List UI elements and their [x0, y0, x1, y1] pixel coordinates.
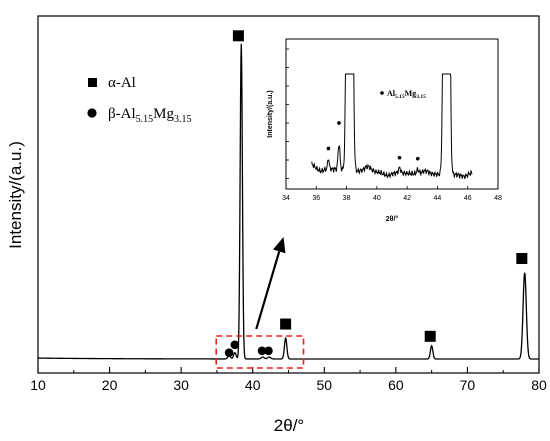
main-x-tick-label: 80 [531, 377, 547, 393]
main-x-tick-label: 60 [388, 377, 404, 393]
legend-circle-marker [87, 108, 97, 118]
inset-x-label: 2θ/° [386, 215, 399, 223]
alpha-al-square-marker [280, 318, 292, 330]
inset-x-ticks: 34 36 38 40 42 44 46 48 [282, 186, 502, 202]
inset-xrd-trace [311, 73, 473, 180]
inset-beta-circle-marker [415, 156, 420, 161]
main-x-tick-label: 50 [316, 377, 332, 393]
x-axis-label: 2θ/° [274, 416, 304, 435]
inset-x-tick-label: 46 [464, 195, 472, 202]
alpha-al-square-marker [232, 30, 244, 42]
main-x-tick-label: 40 [245, 377, 261, 393]
main-x-ticks: 10 20 30 40 50 60 70 80 [30, 367, 547, 393]
beta-phase-circle-marker [230, 340, 240, 350]
zoom-arrowhead [273, 237, 286, 254]
main-x-tick-label: 10 [30, 377, 46, 393]
y-axis-label: Intensity/(a.u.) [6, 141, 25, 249]
main-x-tick-label: 20 [102, 377, 118, 393]
inset-beta-circle-marker [326, 146, 331, 151]
inset-x-tick-label: 40 [373, 195, 381, 202]
beta-phase-circle-marker [224, 348, 234, 358]
inset-y-ticks [286, 48, 289, 179]
main-xrd-trace [38, 43, 539, 360]
inset-y-label: Intensity/(a.u.) [267, 90, 274, 137]
alpha-al-square-marker [424, 330, 436, 342]
inset-legend-circle [380, 91, 384, 95]
alpha-al-square-marker [516, 253, 528, 265]
legend-square-marker [88, 78, 97, 87]
inset-phase-markers [326, 121, 420, 161]
inset-x-tick-label: 36 [312, 195, 320, 202]
legend-alpha-label: α-Al [108, 75, 136, 91]
inset-annotation: Al5.15Mg3.15 [387, 89, 426, 100]
inset-beta-circle-marker [337, 121, 341, 125]
inset-beta-circle-marker [397, 155, 402, 160]
legend-beta-label: β-Al5.15Mg3.15 [108, 106, 191, 125]
inset-chart: 34 36 38 40 42 44 46 48 Al5.15Mg3.15 2θ/° Inten… [267, 38, 502, 223]
beta-phase-circle-marker [257, 346, 267, 356]
main-x-tick-label: 70 [460, 377, 476, 393]
inset-x-tick-label: 42 [403, 195, 411, 202]
main-x-tick-label: 30 [173, 377, 189, 393]
inset-x-tick-label: 38 [343, 195, 351, 202]
main-phase-markers [224, 30, 528, 358]
legend: α-Al β-Al5.15Mg3.15 [87, 75, 191, 125]
inset-x-tick-label: 34 [282, 195, 290, 202]
inset-x-tick-label: 48 [494, 195, 502, 202]
zoom-arrow [255, 251, 281, 330]
inset-background [285, 38, 499, 190]
zoom-highlight-box [215, 335, 305, 369]
beta-phase-circle-marker [264, 346, 273, 356]
inset-x-tick-label: 44 [434, 195, 442, 202]
